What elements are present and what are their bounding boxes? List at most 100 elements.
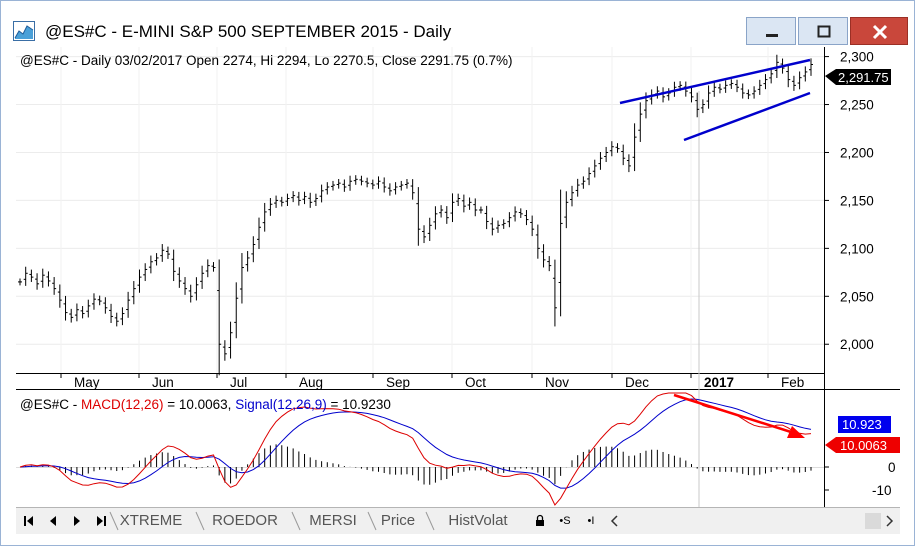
ohlc-bar bbox=[97, 295, 102, 306]
channel-lower-line[interactable] bbox=[683, 91, 811, 142]
signal-label: Signal(12,26,9) bbox=[235, 397, 327, 412]
month-gridlines bbox=[60, 47, 769, 373]
app-chart-icon bbox=[13, 21, 35, 41]
symbol-toggle-button[interactable]: •S bbox=[559, 515, 571, 527]
tab-separator bbox=[425, 511, 435, 531]
ohlc-bar bbox=[63, 295, 68, 321]
ohlc-bar bbox=[723, 80, 728, 93]
ohlc-bar bbox=[757, 79, 762, 95]
ohlc-bar bbox=[325, 182, 330, 195]
ohlc-bar bbox=[763, 74, 768, 90]
ohlc-bar bbox=[444, 206, 449, 224]
ohlc-bar bbox=[735, 79, 740, 93]
ohlc-bar bbox=[626, 154, 631, 173]
next-sheet-button[interactable] bbox=[66, 511, 88, 531]
scrollbar-thumb[interactable] bbox=[865, 513, 881, 529]
sheet-tab-price[interactable]: Price bbox=[380, 512, 416, 529]
ohlc-bar bbox=[137, 269, 142, 293]
ohlc-bars bbox=[18, 54, 813, 376]
ohlc-bar bbox=[461, 194, 466, 213]
ohlc-bar bbox=[387, 183, 392, 196]
sheet-tab-roedor[interactable]: ROEDOR bbox=[212, 512, 278, 529]
ohlc-bar bbox=[86, 299, 91, 318]
chevron-left-icon bbox=[610, 515, 618, 527]
channel-upper-line[interactable] bbox=[619, 58, 811, 105]
month-label: 2017 bbox=[704, 375, 734, 390]
indicator-toggle-button[interactable]: •I bbox=[587, 515, 595, 527]
ohlc-bar bbox=[382, 177, 387, 193]
ohlc-bar bbox=[342, 179, 347, 192]
chart-canvas[interactable]: 2,000 2,050 2,100 2,150 2,200 2,250 2,300 May J… bbox=[16, 47, 900, 507]
ohlc-bar bbox=[285, 193, 290, 207]
ohlc-bar bbox=[348, 175, 353, 191]
minimize-button[interactable] bbox=[746, 17, 796, 45]
chart-area[interactable]: 2,000 2,050 2,100 2,150 2,200 2,250 2,300 May J… bbox=[16, 47, 900, 507]
ohlc-bar bbox=[80, 306, 85, 319]
month-label: Jun bbox=[152, 375, 174, 390]
last-sheet-button[interactable] bbox=[90, 511, 112, 531]
scroll-right-button[interactable] bbox=[880, 511, 898, 531]
lock-button[interactable] bbox=[530, 511, 550, 531]
ohlc-bar bbox=[365, 177, 370, 188]
ohlc-bar bbox=[490, 217, 495, 236]
ohlc-bar bbox=[109, 303, 114, 323]
macd-histogram bbox=[25, 444, 812, 485]
ohlc-bar bbox=[564, 191, 569, 229]
macd-panel-label: @ES#C - MACD(12,26) = 10.0063, Signal(12… bbox=[20, 397, 391, 412]
price-tick-label: 2,050 bbox=[840, 289, 874, 304]
sheet-tab-histvolat[interactable]: HistVolat bbox=[448, 512, 508, 529]
close-icon bbox=[872, 24, 888, 40]
annotation-arrow-line bbox=[673, 393, 792, 434]
price-axis-ticks: 2,000 2,050 2,100 2,150 2,200 2,250 2,300 bbox=[824, 50, 874, 352]
macd-symbol: @ES#C - bbox=[20, 397, 81, 412]
ohlc-bar bbox=[399, 180, 404, 191]
ohlc-bar bbox=[257, 217, 262, 250]
first-sheet-button[interactable] bbox=[18, 511, 40, 531]
signal-line bbox=[19, 398, 812, 489]
prev-sheet-button[interactable] bbox=[42, 511, 64, 531]
month-label: Dec bbox=[625, 375, 649, 390]
price-panel-bg bbox=[16, 47, 900, 389]
ohlc-bar bbox=[638, 102, 643, 142]
month-label: Aug bbox=[299, 375, 323, 390]
ohlc-bar bbox=[740, 83, 745, 99]
horizontal-scrollbar[interactable] bbox=[625, 511, 893, 531]
ohlc-bar bbox=[729, 79, 734, 89]
ohlc-bar bbox=[148, 255, 153, 274]
close-button[interactable] bbox=[850, 17, 908, 45]
sheet-tab-xtreme[interactable]: XTREME bbox=[119, 512, 183, 529]
ohlc-bar bbox=[803, 66, 808, 82]
ohlc-bar bbox=[569, 185, 574, 207]
ohlc-bar bbox=[513, 206, 518, 222]
price-header: @ES#C - Daily 03/02/2017 Open 2274, Hi 2… bbox=[20, 53, 513, 68]
price-tick-label: 2,150 bbox=[840, 193, 874, 208]
ohlc-bar bbox=[291, 191, 296, 203]
skip-last-icon bbox=[97, 516, 106, 526]
title-bar[interactable]: @ES#C - E-MINI S&P 500 SEPTEMBER 2015 - … bbox=[1, 1, 914, 47]
scroll-left-button[interactable] bbox=[606, 511, 624, 531]
tab-separator bbox=[367, 511, 377, 531]
ohlc-bar bbox=[131, 281, 136, 305]
ohlc-bar bbox=[359, 175, 364, 186]
macd-line bbox=[19, 392, 812, 506]
chevron-right-icon bbox=[886, 515, 894, 527]
ohlc-bar bbox=[433, 206, 438, 230]
ohlc-bar bbox=[57, 284, 62, 308]
ohlc-bar bbox=[592, 159, 597, 178]
ohlc-bar bbox=[52, 277, 57, 295]
sheet-tab-bar: XTREME ROEDOR MERSI Price HistVolat •S •I bbox=[16, 507, 900, 534]
ohlc-bar bbox=[467, 197, 472, 210]
signal-badge-label: 10.923 bbox=[842, 417, 882, 432]
ohlc-bar bbox=[439, 205, 444, 218]
macd-badge bbox=[825, 437, 900, 453]
maximize-button[interactable] bbox=[798, 17, 848, 45]
tab-separator bbox=[109, 511, 119, 531]
ohlc-bar bbox=[120, 307, 125, 326]
window-title: @ES#C - E-MINI S&P 500 SEPTEMBER 2015 - … bbox=[45, 22, 452, 41]
sheet-tab-mersi[interactable]: MERSI bbox=[309, 512, 357, 529]
ohlc-bar bbox=[752, 86, 757, 99]
ohlc-bar bbox=[353, 175, 358, 185]
month-label: Oct bbox=[465, 375, 486, 390]
ohlc-bar bbox=[609, 141, 614, 157]
